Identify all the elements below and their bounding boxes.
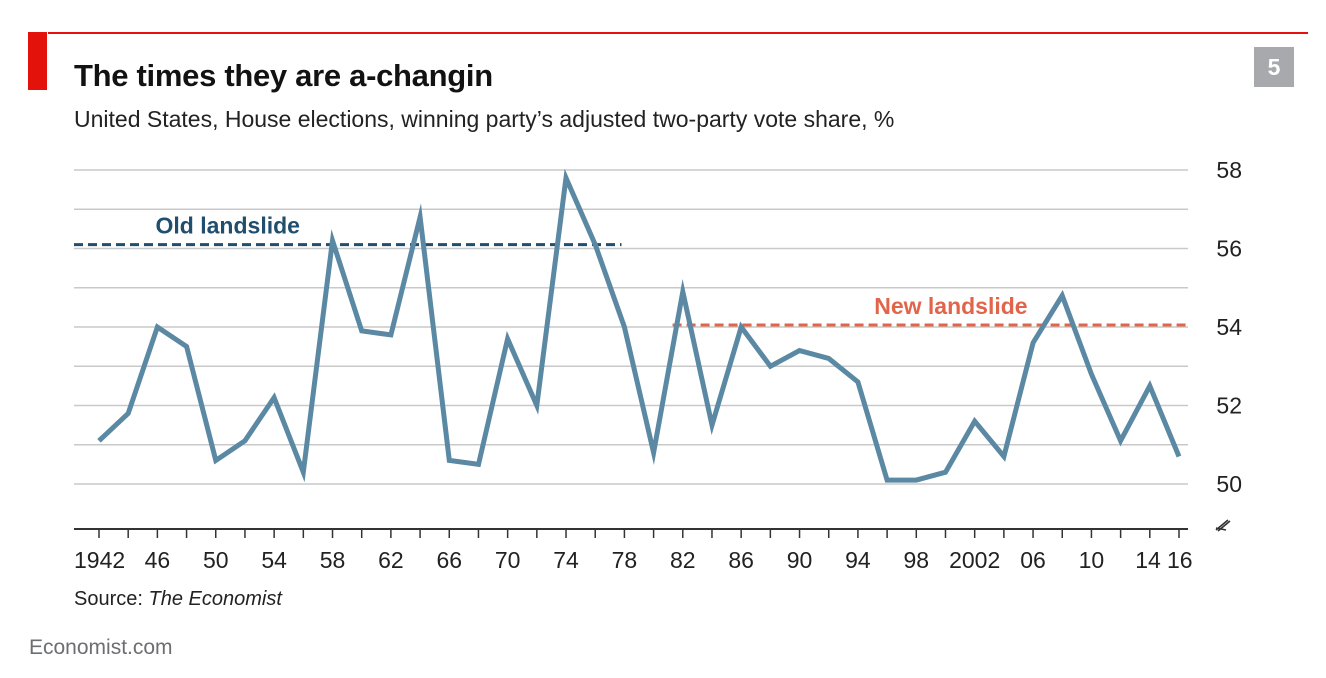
y-tick-label: 54 (1216, 314, 1242, 340)
x-tick-label: 58 (320, 547, 346, 573)
vote-share-line (97, 168, 1182, 483)
x-tick-label: 06 (1020, 547, 1046, 573)
x-tick-label: 46 (145, 547, 171, 573)
x-tick-label: 78 (612, 547, 638, 573)
x-tick-label: 14 (1135, 547, 1161, 573)
chart-subtitle: United States, House elections, winning … (74, 106, 895, 132)
x-tick-label: 2002 (949, 547, 1000, 573)
landslide-label: New landslide (874, 293, 1027, 319)
x-tick-label: 82 (670, 547, 696, 573)
source-label: Source: (74, 588, 143, 610)
brand-footer: Economist.com (29, 636, 173, 659)
x-tick-label: 16 (1167, 547, 1193, 573)
annotations: Old landslide New landslide (74, 213, 1190, 327)
y-tick-label: 56 (1216, 236, 1242, 262)
x-tick-label: 54 (261, 547, 287, 573)
axis-break-icon (1215, 519, 1231, 532)
x-axis-labels: 1942 46 50 54 58 62 66 70 74 78 82 86 90 94 98 2002 06 10… (74, 547, 1193, 573)
top-rule (48, 32, 1308, 34)
x-tick-label: 86 (728, 547, 754, 573)
x-tick-label: 90 (787, 547, 813, 573)
landslide-label: Old landslide (156, 213, 300, 239)
x-tick-label: 1942 (74, 547, 125, 573)
source-note: Source: The Economist (74, 588, 282, 611)
chart-number-badge: 5 (1254, 47, 1294, 87)
gridlines (74, 169, 1188, 485)
x-tick-label: 10 (1079, 547, 1105, 573)
y-tick-label: 58 (1216, 157, 1242, 183)
y-axis-labels: 50 52 54 56 58 (1216, 157, 1242, 497)
x-tick-label: 62 (378, 547, 404, 573)
red-accent-tab (28, 32, 47, 90)
x-tick-label: 66 (436, 547, 462, 573)
y-tick-label: 52 (1216, 393, 1242, 419)
x-tick-label: 94 (845, 547, 871, 573)
x-tick-label: 70 (495, 547, 521, 573)
x-tick-label: 74 (553, 547, 579, 573)
x-tick-label: 98 (904, 547, 930, 573)
x-tick-label: 50 (203, 547, 229, 573)
chart-title: The times they are a-changin (74, 58, 493, 93)
y-tick-label: 50 (1216, 471, 1242, 497)
x-axis (74, 519, 1231, 538)
series-lines (97, 168, 1182, 483)
source-publication: The Economist (148, 588, 282, 610)
